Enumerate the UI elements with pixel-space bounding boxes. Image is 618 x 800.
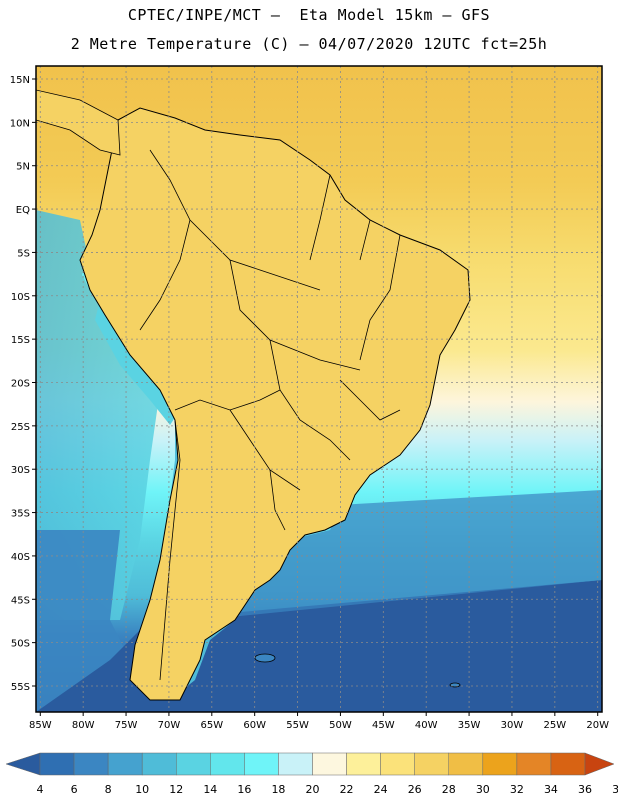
colorbar-label: 36: [578, 783, 592, 796]
lat-label: 15S: [11, 335, 30, 346]
colorbar-label: 14: [203, 783, 217, 796]
lat-label: 10S: [11, 292, 30, 303]
colorbar-segment: [414, 752, 449, 776]
colorbar-legend: 4 6 8 10 12 14 16 18 20 22 24 26 28 30 32 34 36 38: [5, 752, 618, 796]
map-grid: [32, 66, 602, 716]
lat-label: 40S: [11, 552, 30, 563]
colorbar-segment: [550, 752, 586, 776]
chart-title-line1: CPTEC/INPE/MCT – Eta Model 15km – GFS: [127, 6, 491, 24]
colorbar-labels: 4 6 8 10 12 14 16 18 20 22 24 26 28 30 32 34 36 38: [37, 783, 618, 796]
lat-label: 25S: [11, 422, 30, 433]
colorbar-label: 6: [71, 783, 78, 796]
lon-label: 80W: [72, 720, 95, 731]
lon-label: 85W: [29, 720, 52, 731]
colorbar-label: 24: [374, 783, 388, 796]
lat-label: 15N: [10, 75, 30, 86]
colorbar-segment: [482, 752, 518, 776]
colorbar-segment: [176, 752, 211, 776]
colorbar-segment: [210, 752, 245, 776]
colorbar-label: 18: [271, 783, 285, 796]
colorbar-label: 30: [476, 783, 490, 796]
colorbar-segment: [141, 752, 177, 776]
latitude-labels: 15N 10N 5N EQ 5S 10S 15S 20S 25S 30S 35S 40S 45S 50S 5…: [10, 75, 30, 693]
lat-label: 5S: [17, 248, 30, 259]
lon-label: 20W: [586, 720, 609, 731]
colorbar-label: 16: [237, 783, 251, 796]
colorbar-segment: [278, 752, 313, 776]
colorbar-label: 34: [544, 783, 558, 796]
lat-label: 5N: [16, 162, 30, 173]
colorbar-segment: [73, 752, 109, 776]
lon-label: 25W: [544, 720, 567, 731]
colorbar-label: 32: [510, 783, 524, 796]
lon-label: 45W: [372, 720, 395, 731]
longitude-labels: 85W 80W 75W 70W 65W 60W 55W 50W 45W 40W 35W 30W 25W 2…: [29, 720, 609, 731]
colorbar-label: 28: [442, 783, 456, 796]
lon-label: 35W: [458, 720, 481, 731]
lon-label: 50W: [329, 720, 352, 731]
lon-label: 30W: [501, 720, 524, 731]
lon-label: 55W: [286, 720, 309, 731]
colorbar-label: 12: [169, 783, 183, 796]
lat-label: 20S: [11, 378, 30, 389]
lon-label: 70W: [158, 720, 181, 731]
colorbar-label: 8: [105, 783, 112, 796]
colorbar-segment: [107, 752, 143, 776]
lon-label: 40W: [415, 720, 438, 731]
lon-label: 65W: [200, 720, 223, 731]
lat-label: 30S: [11, 465, 30, 476]
colorbar-segment: [380, 752, 415, 776]
colorbar-segment: [516, 752, 552, 776]
lat-label: 55S: [11, 682, 30, 693]
lat-label: 45S: [11, 595, 30, 606]
pacific-cool-field: [36, 210, 160, 620]
colorbar-label: 20: [306, 783, 320, 796]
colorbar-label: 10: [135, 783, 149, 796]
colorbar-label: 4: [37, 783, 44, 796]
country-borders: [139, 149, 401, 681]
lon-label: 60W: [243, 720, 266, 731]
colorbar-arrow-low: [5, 752, 41, 776]
lat-label: EQ: [16, 205, 30, 216]
lat-label: 35S: [11, 509, 30, 520]
map-frame: [35, 65, 603, 713]
map-field: [36, 66, 602, 712]
colorbar-label: 22: [340, 783, 354, 796]
colorbar-segment: [312, 752, 347, 776]
lat-label: 10N: [10, 118, 30, 129]
temperature-map: 15N 10N 5N EQ 5S 10S 15S 20S 25S 30S 35S 40S 45S 50S 5…: [10, 65, 609, 731]
chart-title-line2: 2 Metre Temperature (C) – 04/07/2020 12U…: [70, 35, 548, 53]
colorbar-segment: [448, 752, 484, 776]
colorbar-segment: [346, 752, 381, 776]
lat-label: 50S: [11, 639, 30, 650]
colorbar-segment: [39, 752, 75, 776]
colorbar-segments: [5, 752, 615, 776]
colorbar-arrow-high: [584, 752, 615, 776]
colorbar-label: 26: [408, 783, 422, 796]
colorbar-label: 38: [612, 783, 618, 796]
lon-label: 75W: [115, 720, 138, 731]
colorbar-segment: [244, 752, 279, 776]
